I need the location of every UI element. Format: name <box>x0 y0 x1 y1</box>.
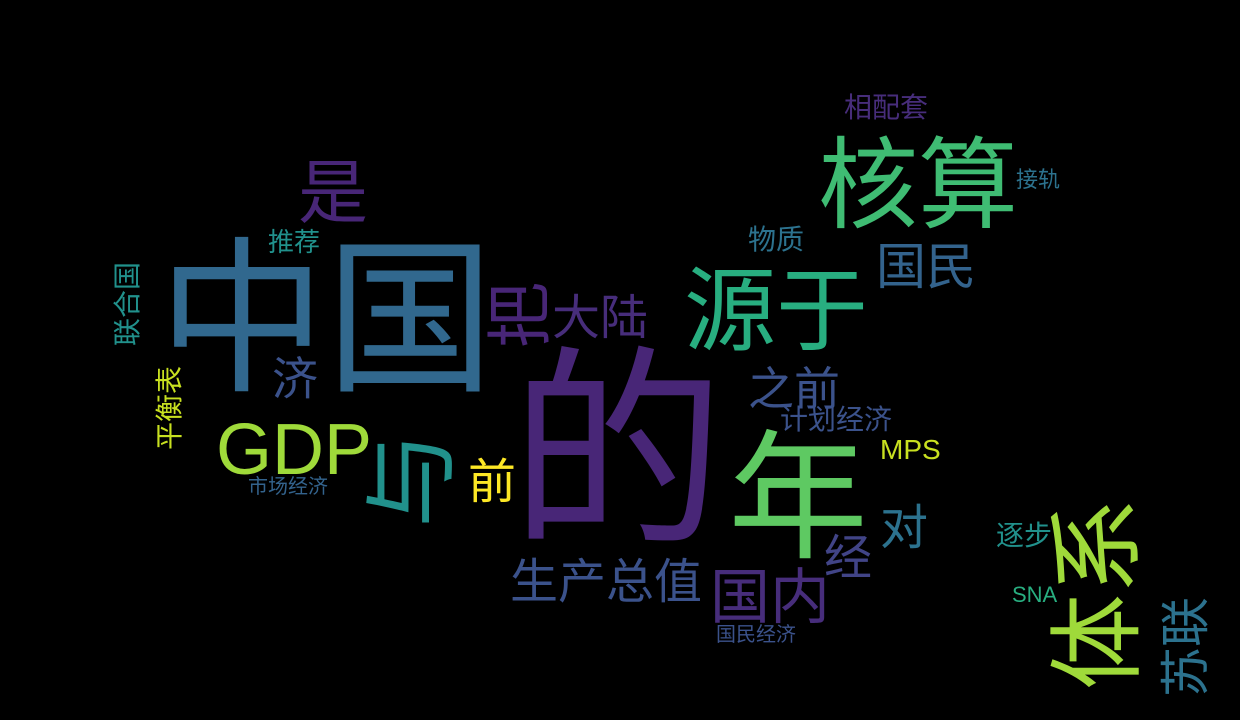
word-ba: 把 <box>482 282 559 348</box>
word-zhubu: 逐步 <box>996 519 1053 552</box>
word-xiangpeitao: 相配套 <box>844 91 929 124</box>
word-mps: MPS <box>880 434 941 465</box>
word-shengchanzongzhi: 生产总值 <box>510 554 703 610</box>
word-guominjingji: 国民经济 <box>716 622 796 646</box>
word-shichangjingji: 市场经济 <box>248 474 328 498</box>
word-qian: 前 <box>468 454 517 510</box>
word-tixi: 体系 <box>1042 498 1154 690</box>
word-pinghengbiao: 平衡表 <box>153 365 187 451</box>
word-zhongguo: 中国 <box>158 222 494 418</box>
word-gdp: GDP <box>216 410 373 490</box>
word-guonei: 国内 <box>710 563 830 633</box>
word-jing: 经 <box>824 530 873 586</box>
word-lianheguo: 联合国 <box>111 261 145 347</box>
word-dui: 对 <box>880 500 929 556</box>
word-nian: 年 <box>728 418 869 581</box>
word-jihuajingji: 计划经济 <box>780 403 893 436</box>
word-wuzhi: 物质 <box>748 223 805 256</box>
word-ji: 济 <box>272 352 318 406</box>
word-jiegui: 接轨 <box>1016 168 1061 193</box>
word-zhiqian: 之前 <box>748 362 840 416</box>
word-guomin: 国民 <box>876 238 976 296</box>
word-dalu: 大陆 <box>552 290 649 346</box>
word-yuanyu: 源于 <box>684 258 869 365</box>
word-tuijian: 推荐 <box>268 228 321 258</box>
word-yu: 与 <box>356 432 468 528</box>
word-sulian: 苏联 <box>1157 597 1215 697</box>
word-hesuan: 核算 <box>818 127 1018 244</box>
word-shi: 是 <box>298 152 368 234</box>
word-sna: SNA <box>1012 582 1058 607</box>
word-de: 的 <box>510 327 725 578</box>
